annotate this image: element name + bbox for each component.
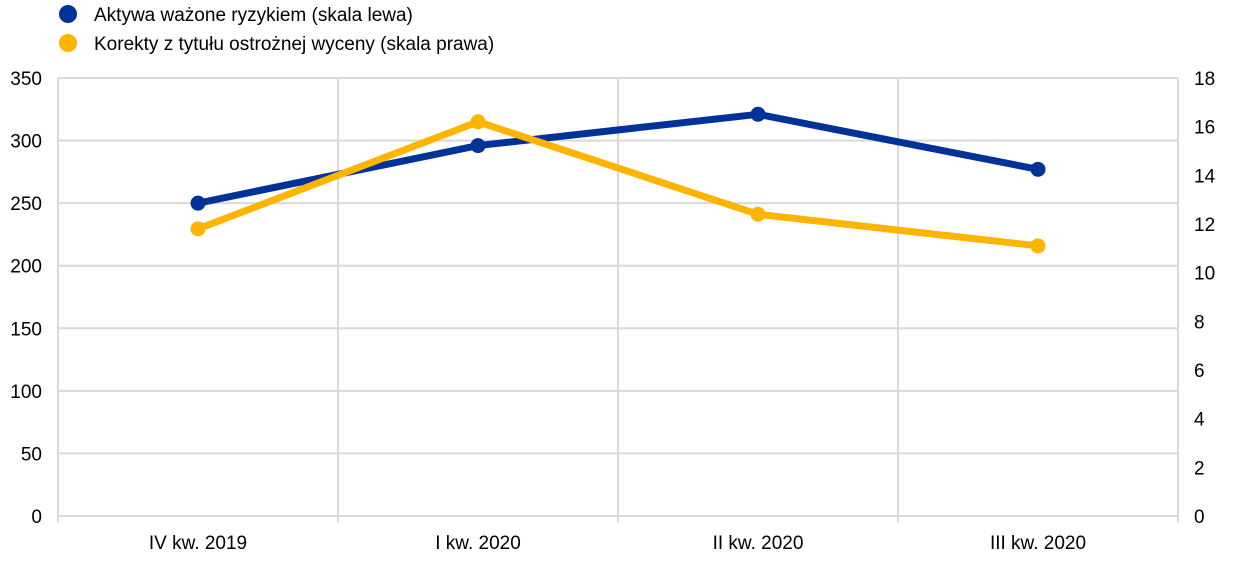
legend: Aktywa ważone ryzykiem (skala lewa) Korek…	[59, 5, 494, 55]
y-right-tick-label: 6	[1194, 361, 1205, 382]
legend-label-2: Korekty z tytułu ostrożnej wyceny (skala…	[94, 34, 494, 55]
y-right-tick-label: 0	[1194, 507, 1205, 528]
series-1-point	[190, 195, 206, 211]
y-right-tick-label: 14	[1194, 166, 1216, 187]
y-left-tick-label: 200	[10, 257, 42, 278]
x-category-label: III kw. 2020	[990, 533, 1086, 554]
series-line-2	[194, 118, 1042, 250]
x-category-label: II kw. 2020	[713, 533, 804, 554]
y-left-tick-label: 250	[10, 194, 42, 215]
x-category-label: I kw. 2020	[435, 533, 521, 554]
y-right-tick-label: 8	[1194, 312, 1205, 333]
y-left-tick-label: 0	[31, 507, 42, 528]
series-layer	[190, 106, 1046, 254]
y-left-tick-label: 350	[10, 69, 42, 90]
series-1-point	[1030, 161, 1046, 177]
series-2-point	[750, 206, 766, 222]
y-right-tick-label: 16	[1194, 118, 1215, 139]
legend-label-1: Aktywa ważone ryzykiem (skala lewa)	[94, 5, 413, 26]
x-category-label: IV kw. 2019	[149, 533, 247, 554]
axis-layer: 0 50 100 150 200 250 300 350 0 2 4 6 8 10 12 14 16 18 IV k…	[10, 69, 1215, 554]
y-right-tick-label: 18	[1194, 69, 1215, 90]
series-2-point	[190, 221, 206, 237]
y-right-tick-label: 12	[1194, 215, 1215, 236]
y-left-tick-label: 50	[21, 444, 42, 465]
y-right-tick-label: 10	[1194, 264, 1215, 285]
legend-marker-1	[59, 5, 77, 23]
grid-layer	[57, 77, 1179, 517]
y-left-tick-label: 300	[10, 132, 42, 153]
y-left-tick-label: 100	[10, 382, 42, 403]
series-1-point	[470, 138, 486, 154]
y-left-tick-label: 150	[10, 319, 42, 340]
series-1-point	[750, 106, 766, 122]
y-right-tick-label: 4	[1194, 410, 1205, 431]
legend-marker-2	[59, 34, 77, 52]
series-2-point	[1030, 238, 1046, 254]
series-2-point	[470, 114, 486, 130]
y-right-tick-label: 2	[1194, 458, 1205, 479]
